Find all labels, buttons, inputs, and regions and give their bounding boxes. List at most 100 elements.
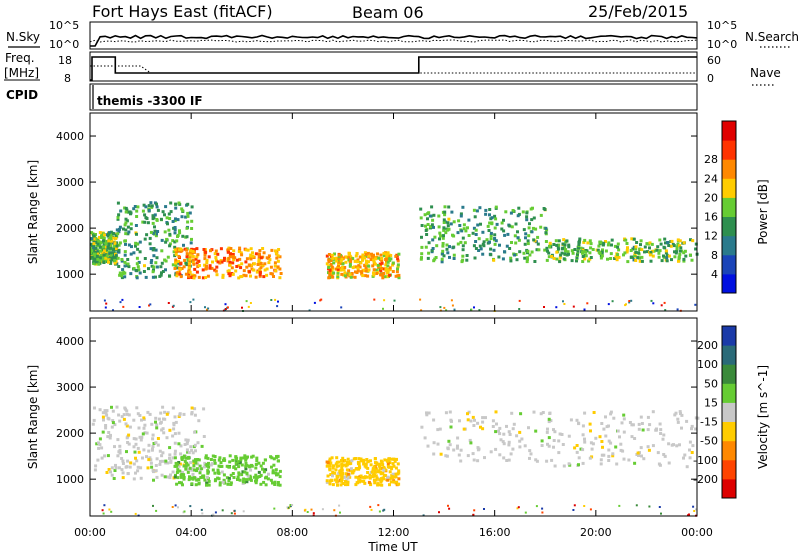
data-cell: [433, 257, 437, 261]
data-cell: [326, 464, 330, 468]
data-cell: [174, 250, 178, 253]
data-cell: [356, 260, 360, 264]
data-cell: [104, 258, 108, 262]
data-cell: [220, 260, 224, 264]
data-cell: [384, 258, 388, 261]
data-cell: [234, 269, 238, 273]
data-cell: [201, 268, 205, 272]
data-cell: [658, 506, 661, 508]
data-cell: [182, 243, 185, 247]
data-cell: [489, 231, 493, 235]
data-cell: [502, 456, 506, 460]
data-cell: [222, 478, 226, 482]
data-cell: [342, 273, 346, 277]
data-cell: [679, 246, 683, 250]
data-cell: [114, 466, 118, 470]
data-cell: [527, 234, 531, 238]
data-cell: [241, 306, 243, 309]
data-cell: [161, 451, 165, 455]
data-cell: [688, 513, 690, 516]
data-cell: [356, 266, 360, 270]
data-cell: [357, 264, 361, 268]
data-cell: [120, 259, 124, 263]
data-cell: [419, 298, 422, 301]
data-cell: [389, 254, 393, 257]
data-cell: [166, 411, 170, 415]
data-cell: [222, 473, 226, 477]
data-cell: [515, 434, 519, 438]
data-cell: [467, 410, 471, 414]
data-cell: [370, 508, 373, 511]
data-cell: [172, 427, 176, 431]
data-cell: [227, 246, 231, 250]
data-cell: [588, 257, 592, 261]
data-cell: [388, 461, 392, 465]
data-cell: [665, 253, 669, 257]
data-cell: [422, 514, 425, 517]
data-cell: [312, 512, 315, 515]
data-cell: [388, 268, 392, 272]
data-cell: [331, 474, 334, 478]
data-cell: [460, 229, 464, 233]
data-cell: [249, 263, 253, 267]
data-cell: [474, 228, 478, 232]
data-cell: [651, 444, 655, 448]
data-cell: [188, 475, 191, 479]
data-cell: [527, 226, 531, 230]
data-cell: [257, 254, 261, 258]
data-cell: [461, 248, 465, 252]
data-cell: [518, 430, 522, 434]
data-cell: [547, 251, 551, 255]
data-cell: [177, 201, 181, 205]
data-cell: [393, 459, 397, 463]
data-cell: [276, 265, 280, 269]
data-cell: [127, 230, 131, 234]
data-cell: [439, 452, 443, 456]
data-cell: [173, 245, 177, 249]
freq-panel: Freq. [MHz] 18 8 60 0 Nave: [4, 51, 781, 86]
data-cell: [369, 483, 373, 487]
data-cell: [244, 248, 248, 252]
data-cell: [328, 268, 332, 272]
data-cell: [192, 461, 196, 465]
data-cell: [397, 276, 401, 280]
data-cell: [353, 275, 357, 279]
data-cell: [203, 263, 207, 267]
data-cell: [153, 213, 157, 217]
data-cell: [374, 474, 378, 478]
data-cell: [221, 275, 225, 279]
data-cell: [262, 480, 266, 484]
data-cell: [354, 483, 358, 487]
data-cell: [501, 440, 505, 444]
data-cell: [113, 258, 117, 262]
colorbar-swatch: [722, 383, 736, 403]
data-cell: [156, 437, 160, 440]
data-cell: [154, 464, 158, 467]
data-cell: [215, 273, 219, 277]
data-cell: [187, 467, 190, 471]
data-cell: [151, 447, 154, 451]
data-cell: [211, 260, 214, 264]
data-cell: [202, 474, 206, 478]
x-tick-label: 08:00: [276, 526, 308, 539]
data-cell: [240, 253, 244, 257]
data-cell: [573, 248, 577, 251]
data-cell: [372, 260, 376, 264]
data-cell: [451, 304, 454, 307]
data-cell: [493, 233, 497, 237]
data-cell: [438, 427, 442, 431]
data-cell: [110, 425, 114, 429]
data-cell: [273, 261, 277, 265]
data-cell: [231, 253, 235, 256]
data-cell: [114, 254, 118, 258]
data-cell: [143, 264, 146, 268]
data-cell: [264, 476, 267, 480]
data-cell: [102, 239, 105, 243]
data-cell: [160, 454, 164, 458]
data-cell: [573, 504, 576, 507]
colorbar-swatch: [722, 440, 736, 461]
data-cell: [342, 475, 346, 479]
data-cell: [124, 210, 128, 214]
data-cell: [575, 450, 579, 454]
data-cell: [136, 412, 140, 416]
